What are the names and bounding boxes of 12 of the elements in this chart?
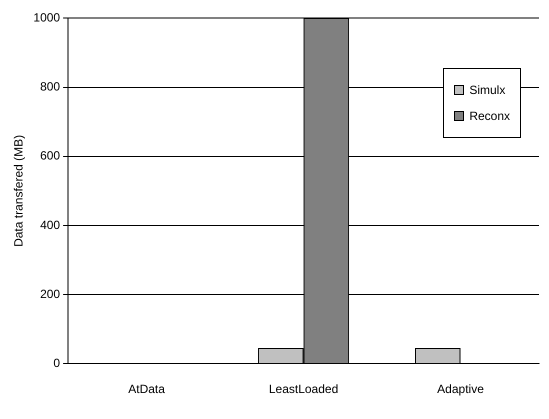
y-tick-label: 400 <box>40 218 60 232</box>
x-tick-label: AtData <box>128 382 166 396</box>
y-tick-label: 0 <box>53 356 60 370</box>
legend-label: Simulx <box>469 82 506 99</box>
y-axis-title: Data transfered (MB) <box>12 134 26 247</box>
x-tick-label: Adaptive <box>437 382 484 396</box>
y-tick-label: 1000 <box>33 10 60 25</box>
x-tick-label: LeastLoaded <box>268 382 338 396</box>
y-tick-label: 600 <box>40 148 60 163</box>
legend-label: Reconx <box>469 108 510 125</box>
y-tick-label: 800 <box>40 80 60 94</box>
y-tick-label: 200 <box>40 286 60 301</box>
